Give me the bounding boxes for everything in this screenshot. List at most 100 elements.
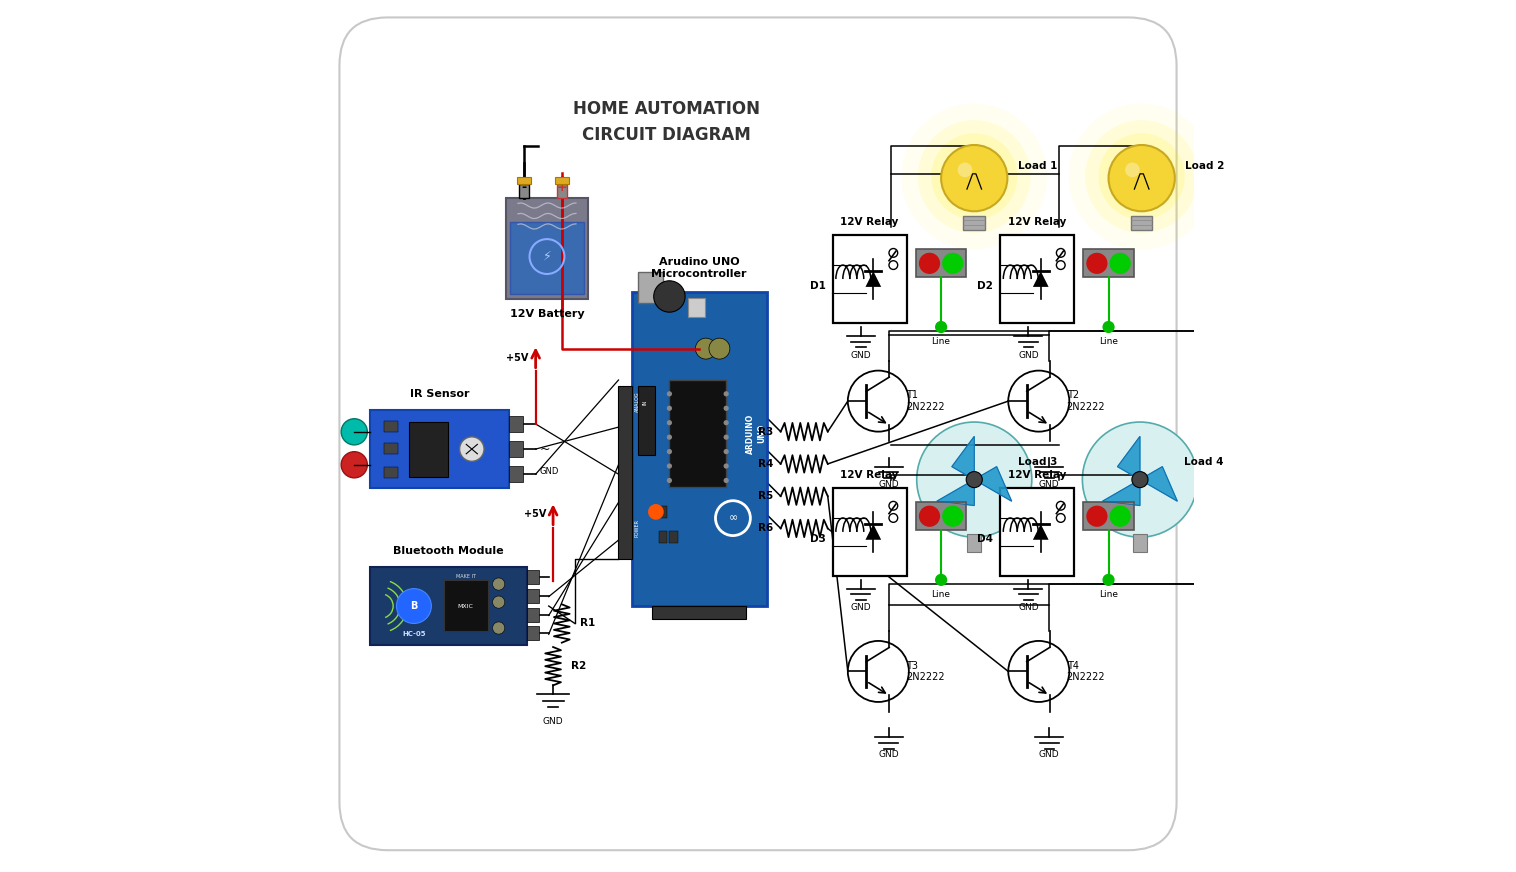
Bar bbox=[528, 589, 540, 603]
FancyBboxPatch shape bbox=[370, 410, 509, 488]
Text: Bluetooth Module: Bluetooth Module bbox=[393, 547, 503, 556]
Text: T4
2N2222: T4 2N2222 bbox=[1067, 661, 1105, 682]
Circle shape bbox=[667, 434, 672, 439]
Text: +: + bbox=[556, 181, 567, 194]
Text: CIRCUIT DIAGRAM: CIRCUIT DIAGRAM bbox=[582, 126, 750, 144]
Text: Load 1: Load 1 bbox=[1017, 160, 1057, 171]
Bar bbox=[409, 422, 449, 476]
Circle shape bbox=[941, 145, 1008, 211]
Circle shape bbox=[341, 452, 367, 478]
Text: MAKE IT: MAKE IT bbox=[456, 574, 476, 579]
Text: GND: GND bbox=[1038, 480, 1060, 488]
Circle shape bbox=[931, 133, 1017, 220]
Circle shape bbox=[647, 504, 664, 520]
Text: +5V: +5V bbox=[506, 352, 529, 363]
Bar bbox=[1131, 215, 1152, 229]
Text: 12V Relay: 12V Relay bbox=[840, 217, 899, 227]
Text: Line: Line bbox=[932, 337, 951, 346]
Circle shape bbox=[919, 506, 940, 527]
Text: -: - bbox=[522, 181, 526, 194]
Text: Load 2: Load 2 bbox=[1186, 160, 1225, 171]
Circle shape bbox=[941, 253, 963, 274]
Text: GND: GND bbox=[850, 351, 872, 359]
Text: GND: GND bbox=[543, 717, 564, 726]
FancyBboxPatch shape bbox=[340, 17, 1176, 850]
Circle shape bbox=[1102, 574, 1114, 586]
Text: 12V Relay: 12V Relay bbox=[1008, 470, 1066, 480]
Bar bbox=[652, 606, 746, 619]
Bar bbox=[967, 535, 981, 552]
Bar bbox=[384, 443, 397, 454]
Polygon shape bbox=[866, 271, 881, 287]
Bar bbox=[555, 178, 568, 185]
FancyBboxPatch shape bbox=[632, 292, 767, 606]
Bar bbox=[964, 215, 985, 229]
Text: D3: D3 bbox=[810, 534, 826, 544]
Circle shape bbox=[902, 104, 1048, 249]
Bar bbox=[670, 531, 678, 543]
Circle shape bbox=[667, 449, 672, 454]
FancyBboxPatch shape bbox=[916, 249, 966, 277]
Bar bbox=[556, 185, 567, 199]
Text: POWER: POWER bbox=[635, 519, 640, 536]
Text: ∞: ∞ bbox=[728, 513, 738, 523]
Text: ANALOG: ANALOG bbox=[635, 392, 640, 412]
Circle shape bbox=[1132, 472, 1148, 487]
Text: R6: R6 bbox=[758, 523, 773, 534]
Polygon shape bbox=[1102, 480, 1140, 506]
Text: B: B bbox=[411, 601, 417, 611]
Bar bbox=[638, 272, 662, 303]
Circle shape bbox=[935, 574, 948, 586]
Text: ARDUINO: ARDUINO bbox=[746, 413, 755, 453]
Bar bbox=[509, 441, 523, 457]
Circle shape bbox=[341, 419, 367, 445]
Text: GND: GND bbox=[1038, 750, 1060, 759]
Circle shape bbox=[958, 162, 972, 177]
Circle shape bbox=[1110, 253, 1131, 274]
FancyBboxPatch shape bbox=[832, 488, 907, 576]
Circle shape bbox=[1102, 321, 1114, 333]
Circle shape bbox=[459, 437, 484, 461]
Circle shape bbox=[1099, 133, 1186, 220]
Polygon shape bbox=[1032, 271, 1049, 287]
Circle shape bbox=[493, 622, 505, 634]
Circle shape bbox=[1108, 145, 1175, 211]
Text: 12V Relay: 12V Relay bbox=[1008, 217, 1066, 227]
FancyBboxPatch shape bbox=[832, 235, 907, 323]
Bar bbox=[518, 185, 529, 199]
Circle shape bbox=[941, 506, 963, 527]
Bar bbox=[517, 178, 531, 185]
Bar bbox=[384, 467, 397, 478]
Polygon shape bbox=[937, 480, 975, 506]
Text: R3: R3 bbox=[758, 426, 773, 437]
Text: R5: R5 bbox=[758, 491, 773, 501]
Circle shape bbox=[966, 472, 982, 487]
Circle shape bbox=[1082, 422, 1198, 537]
Circle shape bbox=[696, 338, 717, 359]
FancyBboxPatch shape bbox=[1001, 488, 1075, 576]
FancyBboxPatch shape bbox=[1001, 235, 1075, 323]
Circle shape bbox=[667, 392, 672, 397]
Polygon shape bbox=[952, 436, 975, 480]
Circle shape bbox=[919, 253, 940, 274]
FancyBboxPatch shape bbox=[1084, 502, 1134, 530]
Circle shape bbox=[493, 578, 505, 590]
Circle shape bbox=[723, 478, 729, 483]
Text: HOME AUTOMATION: HOME AUTOMATION bbox=[573, 100, 760, 118]
Text: D4: D4 bbox=[976, 534, 993, 544]
Circle shape bbox=[723, 434, 729, 439]
Circle shape bbox=[917, 120, 1031, 233]
Bar bbox=[658, 531, 667, 543]
Circle shape bbox=[1085, 120, 1198, 233]
Polygon shape bbox=[1032, 524, 1049, 540]
Bar bbox=[509, 416, 523, 432]
Text: R4: R4 bbox=[758, 459, 773, 469]
Bar bbox=[444, 580, 488, 631]
Circle shape bbox=[709, 338, 729, 359]
Text: IN: IN bbox=[643, 399, 647, 405]
Text: Line: Line bbox=[1099, 337, 1117, 346]
Text: HC-05: HC-05 bbox=[402, 631, 426, 637]
Bar bbox=[688, 298, 705, 317]
Bar bbox=[670, 380, 726, 487]
Bar bbox=[528, 608, 540, 622]
